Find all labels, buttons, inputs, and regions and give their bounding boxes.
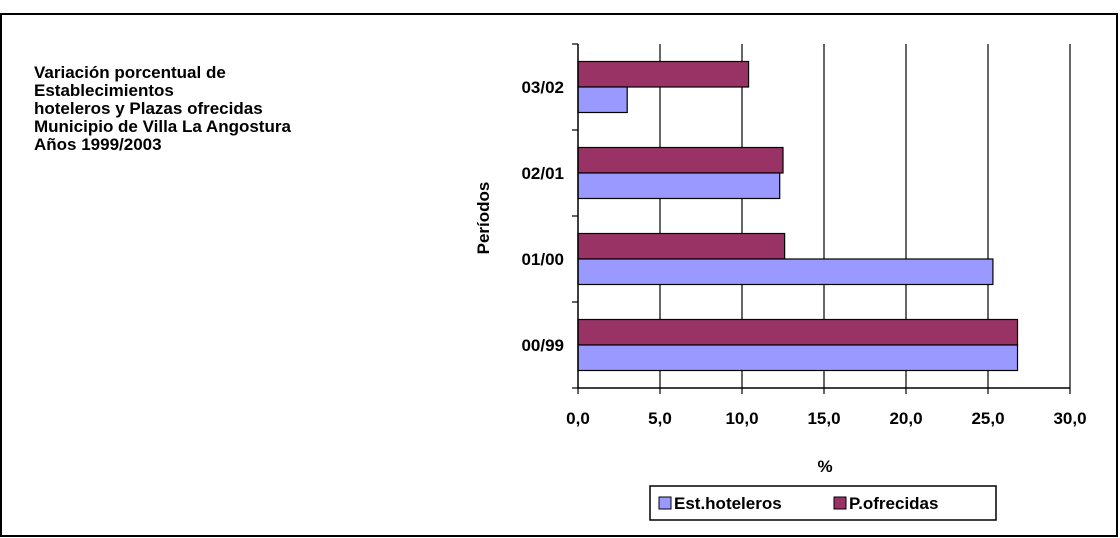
legend-box (649, 485, 997, 521)
y-axis-label: Períodos (474, 182, 493, 255)
legend-swatch-0 (658, 496, 672, 510)
y-tick-label: 00/99 (521, 336, 564, 355)
legend-label-1: P.ofrecidas (849, 494, 938, 513)
x-tick-label: 25,0 (971, 409, 1004, 428)
title-line-5: Años 1999/2003 (34, 135, 162, 154)
bar-pofrecidas-00-99 (577, 318, 1019, 346)
legend-label-0: Est.hoteleros (674, 494, 782, 513)
bar-pofrecidas-03-02 (577, 60, 750, 88)
x-tick-label: 30,0 (1053, 409, 1086, 428)
bar-esthoteleros-01-00 (577, 258, 994, 286)
bar-esthoteleros-02-01 (577, 172, 781, 200)
x-axis-label: % (817, 457, 832, 476)
legend-swatch-1 (833, 496, 847, 510)
y-tick-label: 03/02 (521, 78, 564, 97)
chart-bars (577, 60, 1019, 372)
x-tick-label: 15,0 (807, 409, 840, 428)
title-line-3: hoteleros y Plazas ofrecidas (34, 99, 263, 118)
title-line-2: Establecimientos (34, 81, 174, 100)
x-tick-label: 5,0 (648, 409, 672, 428)
bar-pofrecidas-01-00 (577, 232, 786, 260)
bar-esthoteleros-00-99 (577, 344, 1019, 372)
x-tick-label: 10,0 (725, 409, 758, 428)
x-tick-label: 20,0 (889, 409, 922, 428)
y-tick-label: 02/01 (521, 164, 564, 183)
y-tick-label: 01/00 (521, 250, 564, 269)
title-line-4: Municipio de Villa La Angostura (34, 117, 291, 136)
chart-title: Variación porcentual de Establecimientos… (34, 64, 394, 154)
title-line-1: Variación porcentual de (34, 63, 226, 82)
chart-ticks: 0,0 5,0 10,0 15,0 20,0 25,0 30,0 00/99 01/00 02/0… (521, 43, 1087, 428)
bar-pofrecidas-02-01 (577, 146, 784, 174)
x-tick-label: 0,0 (566, 409, 590, 428)
bar-esthoteleros-03-02 (577, 86, 628, 114)
chart-legend: Est.hoteleros P.ofrecidas (649, 485, 997, 521)
